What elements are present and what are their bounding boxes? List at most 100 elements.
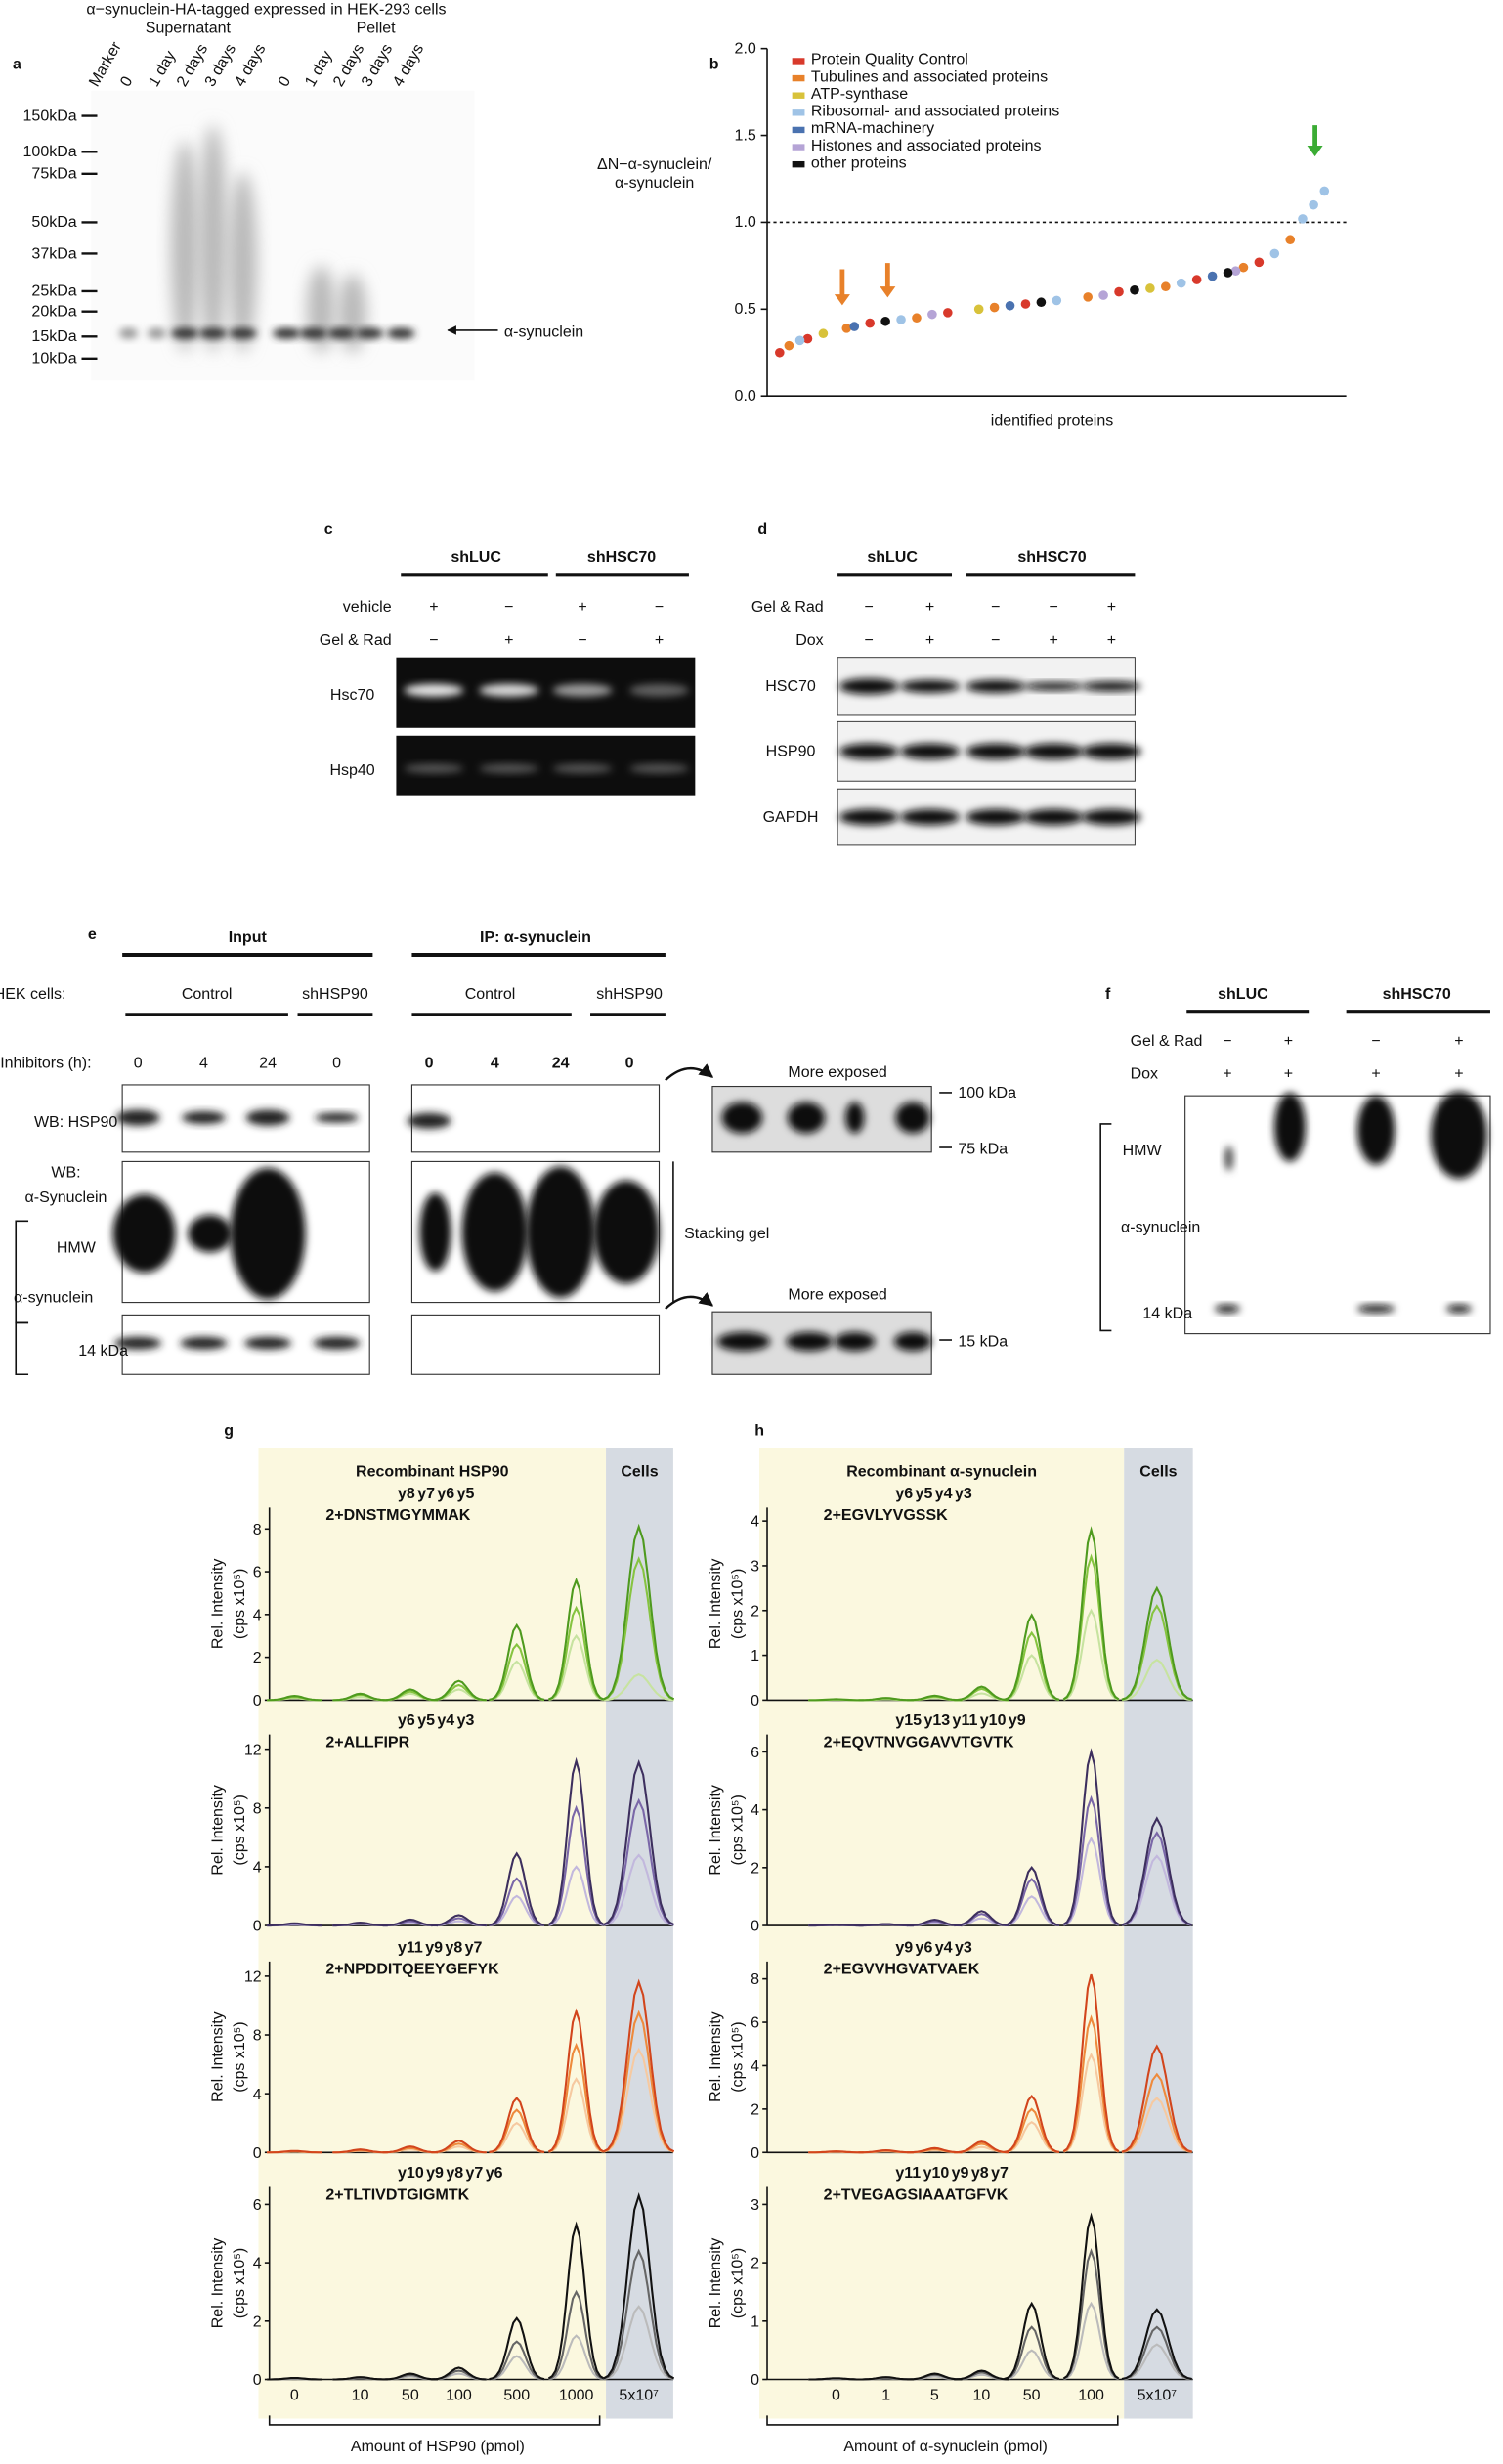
peak: [1063, 1608, 1120, 1701]
y-tick-label: 2: [751, 2256, 759, 2272]
point: [912, 313, 922, 324]
inhibitor-time: 4: [491, 1055, 499, 1071]
x-tick-label: 500: [503, 2387, 530, 2403]
peptide: 2+NPDDITQEEYGEFYK: [325, 1962, 499, 1978]
peak: [489, 2097, 545, 2153]
band: [1431, 1091, 1487, 1180]
y-tick-label: 2: [253, 1650, 262, 1666]
cells-band: [1124, 1448, 1193, 2419]
peak: [1063, 2052, 1120, 2153]
band: [147, 327, 166, 339]
band: [838, 743, 899, 759]
point: [1036, 297, 1047, 308]
ion-label: y6: [437, 1486, 454, 1502]
bracket: [766, 2415, 1119, 2426]
legend-label: Tubulines and associated proteins: [811, 68, 1048, 85]
x-axis-label: Amount of α-synuclein (pmol): [843, 2439, 1047, 2455]
section-title: Cells: [621, 1463, 658, 1480]
group-label: shHSP90: [302, 986, 368, 1003]
peak: [382, 1688, 439, 1702]
peak: [547, 2221, 605, 2380]
ion-label: y9: [425, 1939, 443, 1956]
sign: −: [504, 599, 513, 616]
y-axis-unit: (cps x10⁵): [729, 1794, 746, 1865]
bracket: [15, 1220, 29, 1324]
sign: +: [504, 632, 513, 649]
row-label: Gel & Rad: [1131, 1033, 1203, 1050]
blot-label: WB: HSP90: [34, 1114, 117, 1131]
band: [188, 1214, 233, 1253]
peak: [548, 1633, 605, 1702]
y-tick-label: 0: [751, 1919, 759, 1935]
sign: +: [655, 632, 664, 649]
peak: [1004, 2349, 1060, 2381]
y-tick-label: 4: [751, 2058, 759, 2075]
peak: [1062, 1973, 1120, 2152]
mw-label: 75 kDa: [958, 1141, 1008, 1157]
sign: +: [578, 599, 586, 616]
peak: [431, 1914, 487, 1927]
y-axis-unit: (cps x10⁵): [232, 2248, 248, 2318]
note: More exposed: [788, 1286, 886, 1303]
peak: [907, 1919, 963, 1927]
note: More exposed: [788, 1064, 886, 1081]
band: [593, 1180, 660, 1284]
peak: [907, 2146, 963, 2154]
sign: +: [1284, 1066, 1293, 1083]
y-tick-label: 4: [253, 2087, 262, 2103]
y-axis-unit: (cps x10⁵): [729, 2021, 746, 2092]
blot-label: α-synuclein: [14, 1290, 93, 1307]
point: [973, 304, 984, 315]
peak: [547, 1577, 605, 1701]
y-tick-label: 4: [253, 2256, 262, 2272]
peak: [547, 2008, 605, 2153]
y-axis-unit: (cps x10⁵): [232, 1569, 248, 1639]
band: [629, 683, 689, 697]
y-axis-label: Rel. Intensity: [708, 1785, 724, 1875]
sign: +: [1107, 632, 1116, 649]
peak: [489, 1877, 545, 1926]
point: [1161, 281, 1171, 292]
point: [1005, 300, 1015, 311]
point: [1269, 248, 1280, 259]
band: [355, 327, 384, 339]
point: [1207, 271, 1218, 281]
group-label: Control: [182, 986, 233, 1003]
band: [479, 763, 539, 774]
peak: [1004, 1866, 1060, 1926]
sign: −: [1371, 1033, 1380, 1050]
section-title: Input: [229, 929, 268, 946]
bracket: [268, 2415, 601, 2426]
peak: [1121, 2325, 1192, 2381]
band: [900, 679, 961, 693]
peak: [1004, 1654, 1060, 1702]
ion-label: y9: [895, 1939, 913, 1956]
peak: [808, 1698, 864, 1702]
y-tick-label: 0: [253, 1693, 262, 1709]
point: [1114, 286, 1124, 297]
band: [1215, 1304, 1240, 1313]
x-tick-label: 100: [1078, 2387, 1104, 2403]
section-title: IP: α-synuclein: [480, 929, 591, 946]
peak: [1062, 1526, 1120, 1701]
peak: [1004, 2120, 1060, 2154]
y-tick-label: 4: [751, 1802, 759, 1819]
blot-label: α-Synuclein: [24, 1189, 107, 1206]
y-tick-label: 1: [751, 2313, 759, 2330]
arrow: [880, 263, 896, 298]
band: [786, 1332, 834, 1352]
band: [326, 327, 356, 339]
peak: [603, 2047, 674, 2153]
x-tick-label: 10: [352, 2387, 369, 2403]
ion-label: y4: [935, 1939, 953, 1956]
band: [461, 1172, 528, 1292]
y-axis-unit: (cps x10⁵): [729, 2248, 746, 2318]
y-tick-label: 3: [751, 1559, 759, 1576]
legend-label: other proteins: [811, 154, 907, 171]
peak: [547, 1804, 605, 1926]
peak: [548, 2289, 605, 2381]
ion-label: y8: [445, 1939, 462, 1956]
sign: +: [925, 599, 934, 616]
curved-arrow: [665, 1063, 714, 1082]
y-axis-label: Rel. Intensity: [210, 2011, 227, 2101]
